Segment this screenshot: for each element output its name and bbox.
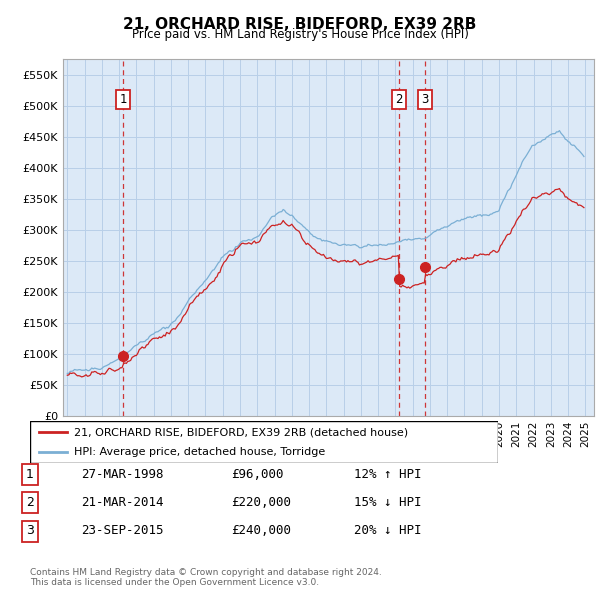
Text: 1: 1 [26,468,34,481]
Text: 1: 1 [119,93,127,106]
Text: 20% ↓ HPI: 20% ↓ HPI [354,525,421,537]
Text: 23-SEP-2015: 23-SEP-2015 [81,525,163,537]
Text: £96,000: £96,000 [231,468,284,481]
Text: 15% ↓ HPI: 15% ↓ HPI [354,496,421,509]
Text: 2: 2 [395,93,403,106]
Text: £240,000: £240,000 [231,525,291,537]
Text: 21, ORCHARD RISE, BIDEFORD, EX39 2RB (detached house): 21, ORCHARD RISE, BIDEFORD, EX39 2RB (de… [74,427,409,437]
Text: £220,000: £220,000 [231,496,291,509]
Text: 27-MAR-1998: 27-MAR-1998 [81,468,163,481]
Text: 12% ↑ HPI: 12% ↑ HPI [354,468,421,481]
Text: Price paid vs. HM Land Registry's House Price Index (HPI): Price paid vs. HM Land Registry's House … [131,28,469,41]
Text: HPI: Average price, detached house, Torridge: HPI: Average price, detached house, Torr… [74,447,326,457]
Text: Contains HM Land Registry data © Crown copyright and database right 2024.
This d: Contains HM Land Registry data © Crown c… [30,568,382,587]
Text: 3: 3 [26,525,34,537]
Text: 3: 3 [422,93,429,106]
Text: 21-MAR-2014: 21-MAR-2014 [81,496,163,509]
Text: 2: 2 [26,496,34,509]
Text: 21, ORCHARD RISE, BIDEFORD, EX39 2RB: 21, ORCHARD RISE, BIDEFORD, EX39 2RB [124,17,476,31]
